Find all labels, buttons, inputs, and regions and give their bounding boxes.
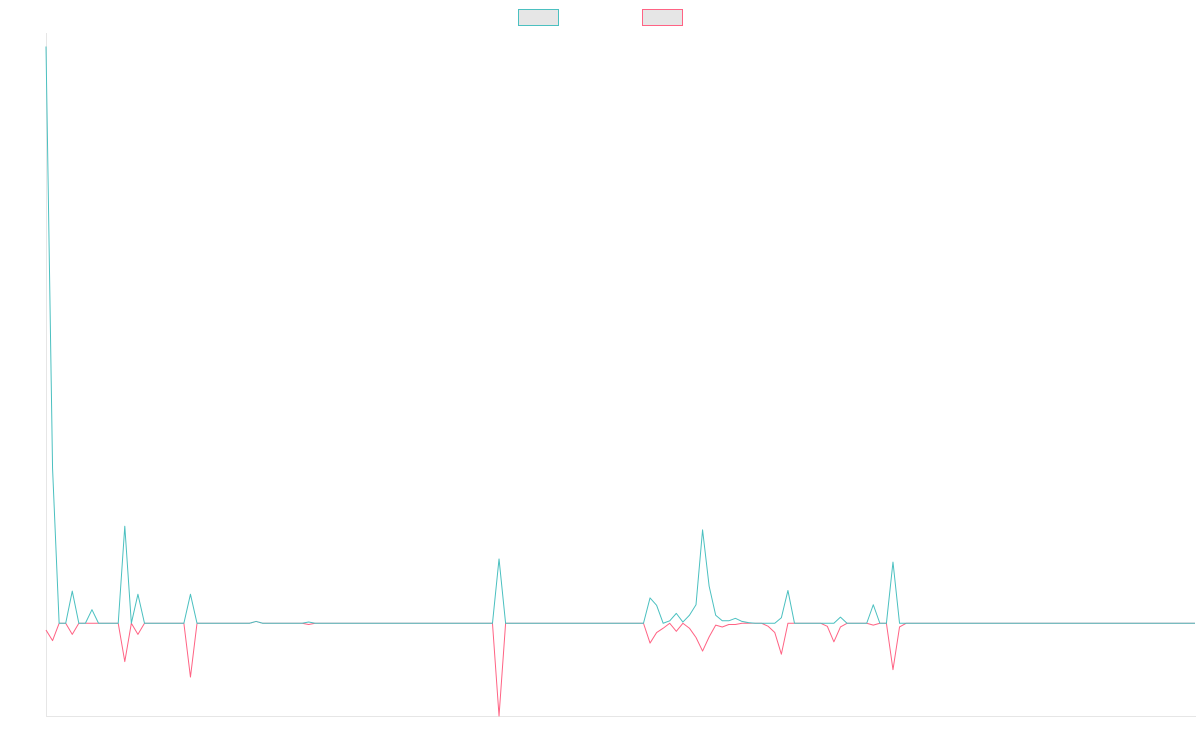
series-line-1 — [45, 46, 1195, 624]
legend-swatch-2[interactable] — [642, 9, 683, 26]
legend — [518, 9, 683, 26]
series-line-2 — [45, 620, 1195, 717]
series-layer — [45, 46, 1195, 717]
legend-swatch-1[interactable] — [518, 9, 559, 26]
